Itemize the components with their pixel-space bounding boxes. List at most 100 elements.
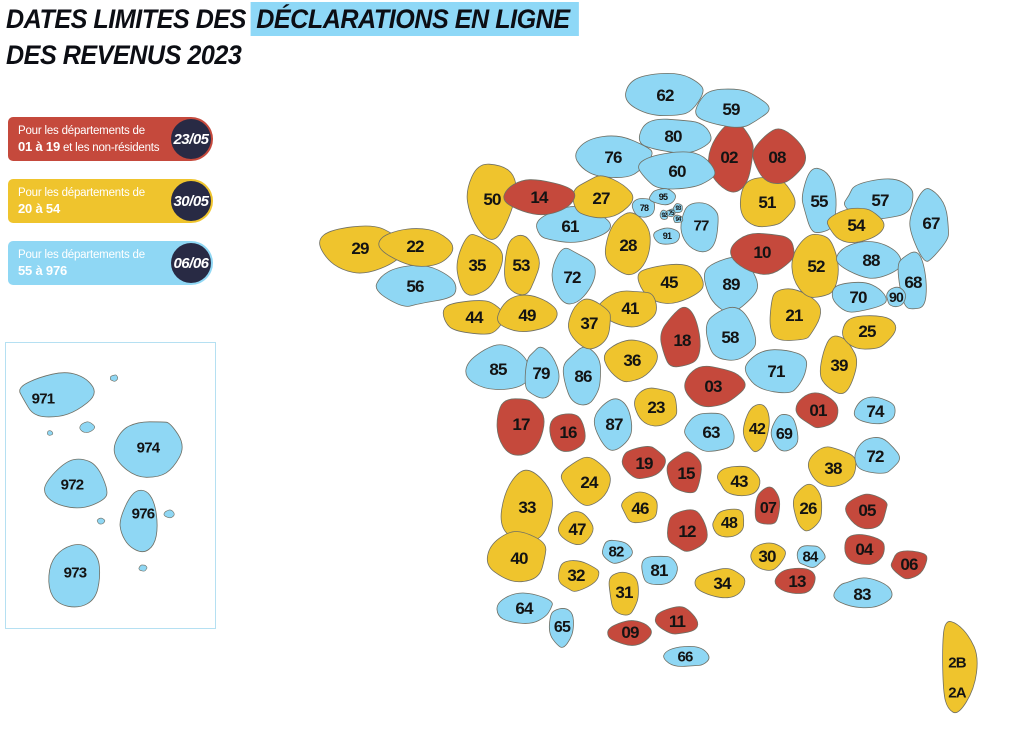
department-43	[716, 465, 761, 497]
department-56-label: 56	[406, 277, 424, 296]
department-22	[378, 228, 454, 267]
department-06-label: 06	[900, 555, 918, 574]
title-line-1: DATES LIMITES DES DÉCLARATIONS EN LIGNE	[6, 2, 579, 38]
department-49-label: 49	[518, 306, 536, 325]
department-09-label: 09	[621, 623, 639, 642]
department-22-label: 22	[406, 237, 424, 256]
department-15	[666, 451, 702, 494]
department-57-label: 57	[871, 191, 889, 210]
overseas-territories-box	[5, 342, 216, 629]
department-16	[549, 413, 586, 452]
department-62-label: 62	[656, 86, 674, 105]
department-25-label: 25	[858, 322, 876, 341]
legend-item-yellow: Pour les départements de 20 à 54 30/05	[8, 179, 213, 223]
department-54-label: 54	[847, 216, 866, 235]
department-64-label: 64	[515, 599, 534, 618]
department-87-label: 87	[605, 415, 623, 434]
overseas-label-973: 973	[64, 564, 87, 581]
department-92-label: 92	[661, 213, 668, 219]
department-44-label: 44	[465, 308, 484, 327]
department-71-label: 71	[767, 362, 785, 381]
department-94	[673, 214, 684, 223]
department-43-label: 43	[730, 472, 748, 491]
department-31	[608, 571, 639, 616]
department-90	[886, 286, 906, 308]
department-92	[659, 209, 669, 220]
department-65	[548, 608, 574, 648]
island-label-2A: 2A	[948, 684, 967, 701]
department-31-label: 31	[615, 583, 633, 602]
department-64	[496, 592, 553, 624]
department-66	[663, 645, 710, 667]
department-03	[684, 365, 746, 408]
overseas-label-974: 974	[137, 439, 161, 456]
department-65-label: 65	[554, 619, 571, 636]
department-24-label: 24	[580, 473, 599, 492]
department-94-label: 94	[675, 217, 682, 223]
department-30-label: 30	[758, 547, 776, 566]
islet	[79, 421, 95, 433]
department-84-label: 84	[802, 548, 819, 565]
legend-line1: Pour les départements de	[18, 125, 145, 137]
department-72-label: 72	[563, 268, 581, 287]
department-72-2	[854, 437, 900, 474]
department-36	[603, 339, 658, 383]
department-47	[557, 511, 594, 546]
overseas-label-976: 976	[132, 505, 155, 522]
deadline-date: 30/05	[173, 192, 209, 210]
legend-text-yellow: Pour les départements de 20 à 54	[18, 186, 170, 218]
department-14	[503, 179, 576, 216]
department-50-label: 50	[483, 190, 501, 209]
department-48	[712, 508, 745, 538]
department-63-label: 63	[702, 423, 720, 442]
department-21-label: 21	[785, 306, 803, 325]
department-83-label: 83	[853, 585, 871, 604]
department-77	[680, 202, 719, 253]
department-34-label: 34	[713, 574, 732, 593]
department-71	[744, 349, 808, 394]
legend-suffix: et les non-résidents	[59, 141, 160, 154]
department-91-label: 91	[663, 231, 672, 241]
department-02-label: 02	[720, 148, 738, 167]
department-12	[667, 509, 708, 552]
department-89-label: 89	[722, 275, 740, 294]
legend-range: 55 à 976	[18, 262, 68, 278]
department-53-label: 53	[512, 256, 530, 275]
island-label-2B: 2B	[948, 654, 967, 671]
department-33-label: 33	[518, 498, 536, 517]
department-56	[375, 264, 457, 307]
legend-range: 01 à 19	[18, 138, 60, 154]
department-93-label: 93	[675, 206, 682, 212]
department-58-label: 58	[721, 328, 739, 347]
overseas-territory-973	[48, 544, 101, 608]
department-04-label: 04	[855, 540, 874, 559]
department-59	[695, 88, 770, 128]
deadline-badge-yellow: 30/05	[171, 181, 211, 221]
department-21	[769, 288, 821, 341]
overseas-territory-976	[119, 489, 158, 553]
department-27-label: 27	[592, 189, 610, 208]
department-32-label: 32	[567, 566, 585, 585]
department-18-label: 18	[673, 331, 691, 350]
department-62	[625, 72, 704, 117]
department-63	[684, 412, 735, 452]
department-75-label: 75	[668, 211, 675, 217]
department-52-label: 52	[807, 257, 825, 276]
department-50	[466, 163, 517, 240]
overseas-label-972: 972	[61, 476, 84, 493]
department-67	[909, 188, 949, 262]
department-95	[649, 188, 676, 206]
deadline-badge-blue: 06/06	[171, 243, 211, 283]
department-10-label: 10	[753, 243, 771, 262]
department-07-label: 07	[760, 500, 777, 517]
department-44	[442, 300, 505, 335]
department-13-label: 13	[788, 572, 806, 591]
department-05	[845, 493, 888, 530]
department-26-label: 26	[799, 499, 817, 518]
islet	[138, 564, 148, 572]
department-08	[752, 128, 806, 184]
legend-range: 20 à 54	[18, 200, 60, 216]
department-90-label: 90	[889, 289, 904, 305]
department-69	[770, 414, 799, 452]
